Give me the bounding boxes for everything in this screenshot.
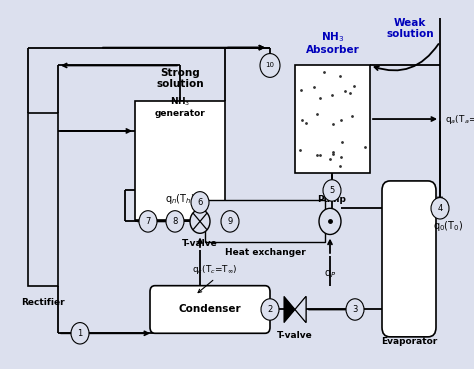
Bar [295, 65, 370, 173]
Text: 3: 3 [352, 305, 358, 314]
Text: NH$_3$
generator: NH$_3$ generator [155, 95, 205, 118]
Text: 9: 9 [228, 217, 233, 226]
Circle shape [260, 54, 280, 77]
Text: Condenser: Condenser [179, 304, 241, 314]
Text: T-valve: T-valve [182, 239, 218, 248]
Text: 2: 2 [267, 305, 273, 314]
Text: q$_P$: q$_P$ [324, 268, 336, 280]
Circle shape [139, 211, 157, 232]
Text: Evaporator: Evaporator [381, 337, 437, 346]
Polygon shape [295, 296, 306, 323]
Text: T-valve: T-valve [277, 331, 313, 340]
Polygon shape [284, 296, 295, 323]
Text: 5: 5 [329, 186, 335, 195]
Text: 4: 4 [438, 204, 443, 213]
Text: Pump: Pump [318, 194, 346, 204]
Polygon shape [295, 296, 306, 323]
FancyBboxPatch shape [150, 286, 270, 333]
Text: 7: 7 [146, 217, 151, 226]
Circle shape [190, 210, 210, 233]
Bar [135, 101, 225, 220]
Text: q$_0$(T$_0$): q$_0$(T$_0$) [433, 219, 464, 233]
Circle shape [323, 180, 341, 201]
Text: 1: 1 [77, 329, 82, 338]
Circle shape [191, 192, 209, 213]
Text: Strong
solution: Strong solution [156, 68, 204, 89]
FancyBboxPatch shape [382, 181, 436, 337]
Text: Rectifier: Rectifier [21, 297, 65, 307]
Text: Weak
solution: Weak solution [386, 18, 434, 39]
Text: q$_n$(T$_h$): q$_n$(T$_h$) [165, 192, 195, 206]
Text: q$_a$(T$_a$=T$_\infty$): q$_a$(T$_a$=T$_\infty$) [445, 113, 474, 125]
Text: q$_c$(T$_c$=T$_\infty$): q$_c$(T$_c$=T$_\infty$) [192, 263, 238, 276]
Circle shape [346, 299, 364, 320]
Text: Heat exchanger: Heat exchanger [225, 248, 305, 256]
Polygon shape [284, 296, 295, 323]
Circle shape [319, 208, 341, 234]
Circle shape [261, 299, 279, 320]
Bar [205, 200, 325, 242]
Text: NH$_3$
Absorber: NH$_3$ Absorber [306, 30, 359, 55]
Circle shape [166, 211, 184, 232]
Text: 10: 10 [265, 62, 274, 69]
Bar [28, 113, 58, 286]
Circle shape [221, 211, 239, 232]
Text: 8: 8 [173, 217, 178, 226]
Circle shape [431, 197, 449, 219]
Circle shape [71, 323, 89, 344]
Text: 6: 6 [197, 198, 203, 207]
